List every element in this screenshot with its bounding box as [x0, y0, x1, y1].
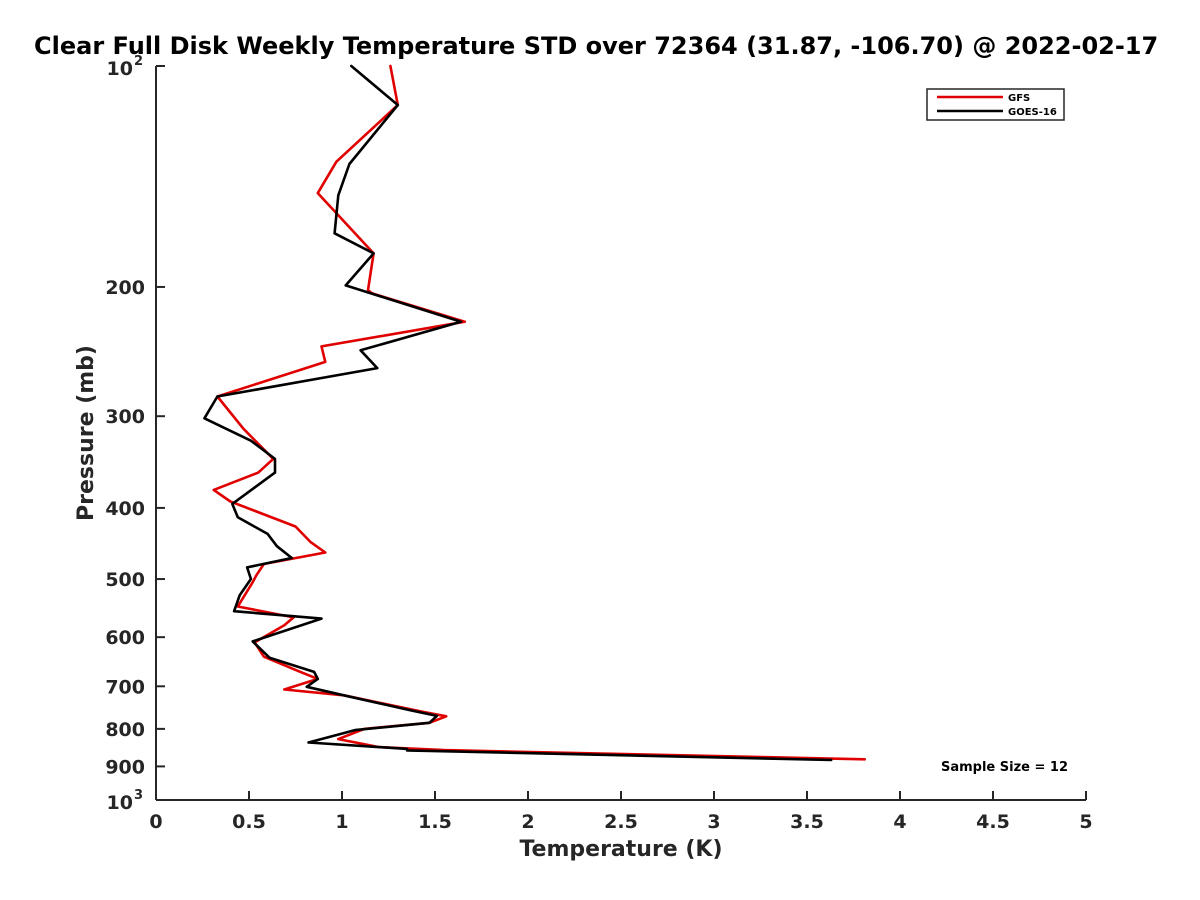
x-tick-label: 0	[149, 811, 162, 833]
legend-label-gfs: GFS	[1008, 93, 1030, 104]
legend-box	[926, 88, 1065, 121]
x-tick-label: 5	[1079, 811, 1092, 833]
y-tick-label: 200	[105, 277, 145, 299]
y-tick-label: 600	[105, 627, 145, 649]
y-tick-label-base: 10	[107, 58, 133, 80]
series-line-goes16	[203, 64, 833, 762]
x-tick-label: 1.5	[418, 811, 452, 833]
x-tick-label: 2	[521, 811, 534, 833]
y-tick-label: 800	[105, 719, 145, 741]
y-tick-label-base: 10	[107, 792, 133, 814]
x-tick-label: 3.5	[790, 811, 824, 833]
legend-label-goes16: GOES-16	[1008, 107, 1057, 118]
x-tick-label: 3	[707, 811, 720, 833]
y-tick-label-exponent: 3	[134, 788, 143, 803]
x-tick-label: 4.5	[976, 811, 1010, 833]
x-tick-label: 1	[335, 811, 348, 833]
y-tick-label: 900	[105, 756, 145, 778]
sample-size-annotation: Sample Size = 12	[941, 760, 1068, 775]
y-tick-label: 700	[105, 676, 145, 698]
y-tick-label: 400	[105, 498, 145, 520]
x-tick-label: 2.5	[604, 811, 638, 833]
plot-area: 0 0.5 1 1.5 2 2.5 3 3.5 4 4.5 5 10 2200300400500600…	[105, 54, 1092, 833]
x-tick-label: 4	[893, 811, 906, 833]
series-layer	[203, 64, 867, 762]
y-tick-label-exponent: 2	[134, 54, 143, 69]
chart-title: Clear Full Disk Weekly Temperature STD o…	[34, 32, 1158, 60]
y-tick-label: 300	[105, 406, 145, 428]
y-tick-label: 500	[105, 569, 145, 591]
y-axis-label: Pressure (mb)	[74, 345, 99, 521]
x-axis-label: Temperature (K)	[519, 837, 722, 862]
x-tick-label: 0.5	[232, 811, 266, 833]
x-axis-ticks: 0 0.5 1 1.5 2 2.5 3 3.5 4 4.5 5	[149, 791, 1093, 833]
legend: GFS GOES-16	[926, 88, 1065, 121]
